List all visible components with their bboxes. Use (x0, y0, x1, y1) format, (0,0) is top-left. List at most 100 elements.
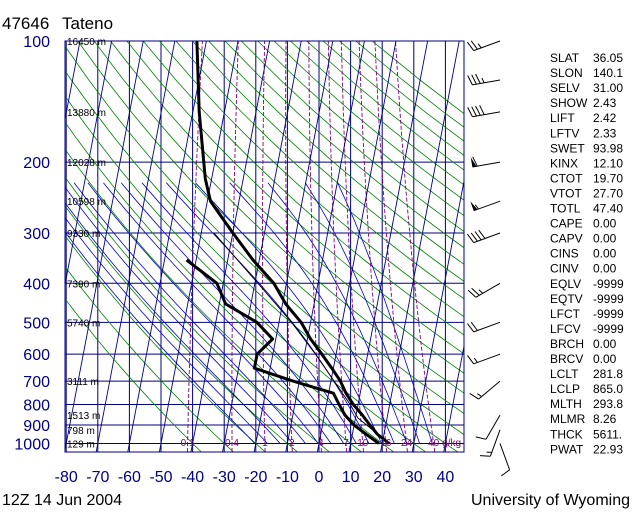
mixing-ratio-line (395, 41, 436, 452)
mixing-ratio-line (285, 41, 293, 452)
station-name: Tateno (62, 14, 113, 33)
dry-adiabat (65, 298, 202, 452)
index-value: 93.98 (593, 141, 623, 155)
dewpoint-line (185, 258, 380, 445)
index-value: 293.8 (593, 397, 623, 411)
wind-barb (479, 429, 501, 457)
moist-adiabat (141, 182, 357, 444)
dry-adiabat (65, 205, 298, 452)
index-value: 0.00 (593, 247, 617, 261)
wind-barb (469, 380, 501, 400)
index-name: EQLV (550, 277, 581, 291)
index-name: SLON (550, 66, 583, 80)
index-value: -9999 (593, 307, 624, 321)
wind-barb (466, 321, 501, 333)
index-name: PWAT (550, 442, 584, 456)
height-label: 1513 m (67, 411, 100, 422)
index-name: EQTV (550, 292, 583, 306)
mixing-ratio-label: 1 (262, 438, 268, 449)
data-source: University of Wyoming (471, 492, 630, 509)
dry-adiabat (65, 235, 266, 452)
temperature-tick-label: -10 (276, 469, 299, 486)
dry-adiabat (208, 41, 464, 265)
index-name: SLAT (550, 51, 580, 65)
index-name: LFTV (550, 126, 579, 140)
temperature-tick-label: 40 (437, 469, 455, 486)
isotherm-line (475, 41, 554, 452)
parcel-line (213, 232, 390, 444)
index-value: 0.00 (593, 262, 617, 276)
wind-barb (466, 353, 501, 365)
height-label: 798 m (67, 426, 95, 437)
isotherm-line (65, 41, 81, 122)
index-value: 36.05 (593, 51, 623, 65)
observation-time: 12Z 14 Jun 2004 (2, 492, 122, 509)
mixing-ratio-labels: 0.1 0.4 1 2 4 7 10 16 24 40 g/kg (181, 438, 461, 449)
moist-adiabat (65, 216, 269, 444)
index-name: SHOW (550, 96, 588, 110)
isotherm-line (411, 178, 464, 452)
index-name: CTOT (550, 171, 583, 185)
wind-barbs (466, 40, 511, 477)
moist-adiabat (65, 186, 294, 444)
index-value: 2.43 (593, 96, 617, 110)
dry-adiabat (257, 41, 464, 217)
temperature-tick-label: -70 (86, 469, 109, 486)
mixing-ratio-line (262, 41, 266, 452)
moist-adiabat (103, 182, 332, 444)
index-value: 31.00 (593, 81, 623, 95)
index-name: CINS (550, 247, 579, 261)
index-value: -9999 (593, 277, 624, 291)
isotherm-line (316, 41, 397, 452)
isotherm-line (443, 343, 464, 452)
dry-adiabat (142, 41, 464, 336)
index-name: KINX (550, 156, 578, 170)
temperature-axis: -80 -70 -60 -50 -40 -30 -20 -10 0 10 20 30 40 (55, 469, 455, 486)
moist-adiabat (267, 182, 408, 444)
mixing-ratio-label: 0.1 (181, 438, 195, 449)
index-name: CAPE (550, 217, 583, 231)
wind-barb (467, 282, 501, 298)
index-value: -9999 (593, 322, 624, 336)
height-label: 3111 m (67, 377, 99, 388)
mixing-ratio-line (374, 41, 408, 452)
wind-barb (467, 105, 501, 118)
temperature-tick-label: 0 (315, 469, 324, 486)
mixing-ratio-line (327, 41, 348, 452)
index-name: THCK (550, 427, 583, 441)
temperature-tick-label: 20 (373, 469, 391, 486)
index-value: 22.93 (593, 442, 623, 456)
pressure-tick-label: 1000 (14, 437, 50, 454)
isotherm-line (127, 41, 207, 452)
index-name: BRCH (550, 337, 584, 351)
index-value: 2.42 (593, 111, 617, 125)
index-name: SELV (550, 81, 580, 95)
wind-barb (466, 40, 501, 52)
height-label: 9330 m (67, 229, 100, 240)
pressure-tick-label: 900 (23, 418, 50, 435)
dry-adiabat (192, 41, 464, 282)
height-labels: 16450 m 13880 m 12028 m 10598 m 9330 m 7390 m… (67, 37, 106, 451)
pressure-tick-label: 800 (23, 398, 50, 415)
dry-adiabat (65, 95, 426, 452)
mixing-ratio-label: 24 (401, 438, 413, 449)
index-name: LCLT (550, 367, 579, 381)
moist-adiabat (73, 182, 307, 444)
index-name: LCLP (550, 382, 580, 396)
stability-indices: SLAT 36.05 SLON 140.1 SELV 31.00 SHOW 2.43 LIFT 2… (550, 51, 624, 456)
index-name: MLMR (550, 412, 586, 426)
pressure-tick-label: 100 (23, 34, 50, 51)
mixing-ratio-label: 2 (289, 438, 295, 449)
isotherm-line (158, 41, 239, 452)
pressure-tick-label: 300 (23, 226, 50, 243)
mixing-ratio-line (231, 41, 239, 452)
mixing-ratio-label: g/kg (442, 438, 461, 449)
dry-adiabat (175, 41, 464, 300)
index-name: BRCV (550, 352, 583, 366)
temperature-tick-label: -50 (149, 469, 172, 486)
isotherm-line (380, 41, 460, 452)
height-label: 12028 m (67, 158, 106, 169)
moist-adiabat (337, 182, 433, 444)
moist-adiabat (65, 202, 282, 444)
dry-adiabat (65, 148, 362, 452)
